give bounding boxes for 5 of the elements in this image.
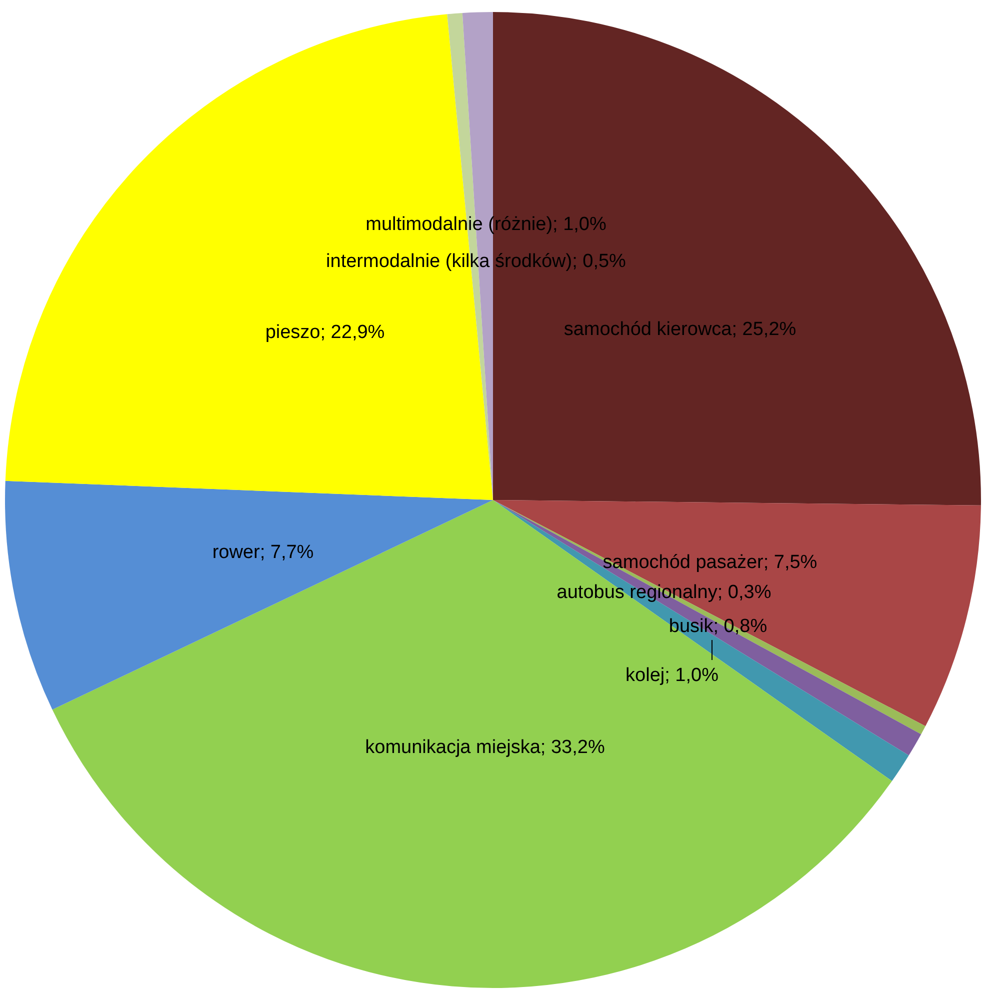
slice-label: komunikacja miejska; 33,2% — [365, 737, 605, 758]
slice-label: rower; 7,7% — [212, 542, 314, 564]
slice-label: kolej; 1,0% — [626, 665, 719, 686]
slice-label: samochód kierowca; 25,2% — [564, 319, 796, 340]
slice-label: pieszo; 22,9% — [265, 322, 385, 344]
